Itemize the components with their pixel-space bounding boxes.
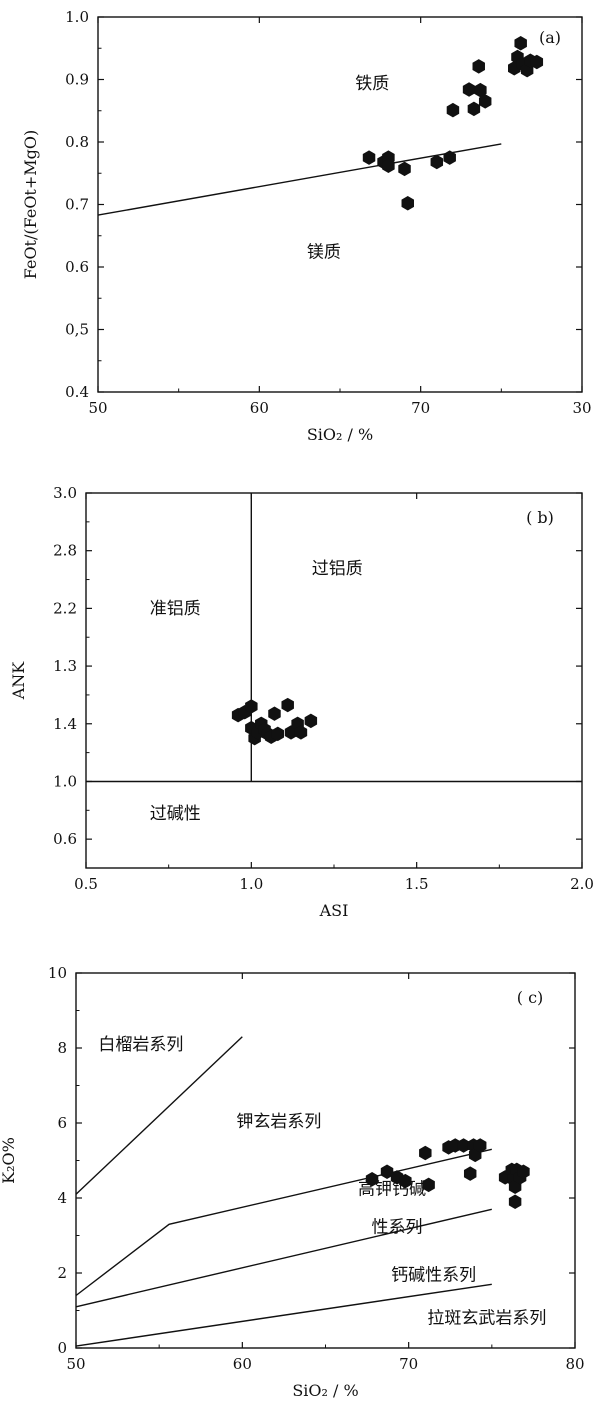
x-tick-label: 1.5 — [405, 875, 429, 893]
region-label: 准铝质 — [150, 599, 201, 619]
y-tick-label: 2.2 — [53, 599, 77, 617]
y-tick-label: 1.3 — [53, 657, 77, 675]
y-axis-title: K₂O% — [0, 1137, 18, 1184]
chart-panel-1: 50 60 70 30 0.4 0,5 0.6 0.7 0.8 0.9 1.0 SiO₂ / % FeO… — [21, 8, 592, 444]
panel-label: ( b) — [526, 508, 554, 527]
x-tick-label: 50 — [88, 399, 107, 417]
y-tick-label: 0 — [57, 1339, 67, 1357]
region-label: 钾玄岩系列 — [236, 1112, 321, 1132]
data-point — [443, 150, 456, 165]
data-point — [478, 94, 492, 109]
y-tick-label: 8 — [57, 1039, 67, 1057]
y-tick-label: 0.6 — [65, 258, 89, 276]
x-tick-label: 60 — [250, 399, 269, 417]
data-point — [422, 1177, 435, 1193]
data-point — [382, 158, 395, 173]
data-point — [401, 196, 414, 211]
y-tick-label: 1.0 — [53, 772, 77, 790]
data-point — [508, 1194, 522, 1209]
data-point — [294, 725, 308, 740]
data-point — [430, 154, 444, 170]
panel-label: (a) — [539, 28, 561, 47]
y-tick-label: 3.0 — [53, 484, 77, 502]
data-point — [271, 726, 285, 742]
region-label: 钙碱性系列 — [391, 1266, 476, 1286]
data-point — [365, 1172, 379, 1187]
y-tick-label: 0.9 — [65, 71, 89, 89]
boundary-line — [97, 143, 502, 216]
region-label: 性系列 — [372, 1218, 423, 1238]
x-axis-title: SiO₂ / % — [307, 425, 373, 444]
region-label: 白榴岩系列 — [98, 1035, 183, 1055]
data-point — [467, 101, 481, 117]
data-point — [446, 102, 460, 118]
data-point — [463, 1166, 477, 1181]
x-axis-title: ASI — [319, 901, 349, 920]
y-tick-label: 1.4 — [53, 715, 77, 733]
y-tick-label: 6 — [57, 1114, 67, 1132]
y-tick-label: 0.7 — [65, 196, 89, 214]
boundary-line — [75, 1283, 492, 1347]
y-axis-title: FeOt/(FeOt+MgO) — [21, 130, 40, 280]
data-point — [398, 161, 411, 177]
plot-frame — [97, 16, 583, 393]
region-label: 过铝质 — [312, 559, 363, 579]
y-tick-label: 0.8 — [65, 133, 89, 151]
x-axis-title: SiO₂ / % — [292, 1381, 358, 1400]
x-tick-label: 1.0 — [239, 875, 263, 893]
data-point — [472, 59, 485, 74]
x-tick-label: 0.5 — [74, 875, 98, 893]
data-point — [281, 697, 294, 713]
region-label: 镁质 — [307, 243, 341, 263]
data-point — [530, 54, 544, 70]
x-tick-label: 2.0 — [570, 875, 594, 893]
y-tick-label: 0.6 — [53, 830, 77, 848]
chart-panel-3: 50 60 70 80 0 2 4 6 8 10 SiO₂ / % K₂O% ( c) 白榴岩系列钾玄岩系… — [0, 964, 585, 1400]
panel-label: ( c) — [517, 988, 544, 1007]
y-tick-label: 10 — [48, 964, 67, 982]
data-point — [304, 713, 318, 729]
data-point — [419, 1145, 432, 1161]
region-label: 拉斑玄武岩系列 — [427, 1309, 546, 1329]
x-tick-label: 30 — [572, 399, 591, 417]
y-tick-label: 2.8 — [53, 542, 77, 560]
y-tick-label: 4 — [57, 1189, 67, 1207]
data-point — [462, 82, 476, 97]
region-label: 过碱性 — [150, 804, 201, 824]
x-tick-label: 80 — [565, 1355, 584, 1373]
y-axis-title: ANK — [9, 661, 28, 701]
data-point — [245, 699, 258, 714]
region-label: 铁质 — [355, 74, 389, 94]
y-tick-label: 2 — [57, 1264, 67, 1282]
chart-panel-2: 0.5 1.0 1.5 2.0 0.6 1.0 1.4 1.3 2.2 2.8 3.0 ASI ANK (… — [9, 484, 594, 920]
x-tick-label: 60 — [233, 1355, 252, 1373]
data-point — [473, 1138, 487, 1153]
data-point — [399, 1173, 412, 1189]
data-point — [457, 1138, 470, 1153]
x-tick-label: 50 — [66, 1355, 85, 1373]
x-tick-label: 70 — [411, 399, 430, 417]
y-tick-label: 1.0 — [65, 8, 89, 26]
data-point — [380, 1164, 394, 1179]
data-point — [517, 1164, 530, 1179]
boundary-line — [75, 1036, 243, 1195]
x-tick-label: 70 — [399, 1355, 418, 1373]
data-point — [474, 82, 487, 98]
y-tick-label: 0.4 — [65, 383, 89, 401]
boundary-line — [75, 1208, 492, 1308]
data-point — [514, 36, 527, 51]
y-tick-label: 0,5 — [65, 321, 89, 339]
data-point — [268, 706, 281, 721]
data-point — [362, 150, 376, 165]
plot-frame — [75, 972, 576, 1349]
